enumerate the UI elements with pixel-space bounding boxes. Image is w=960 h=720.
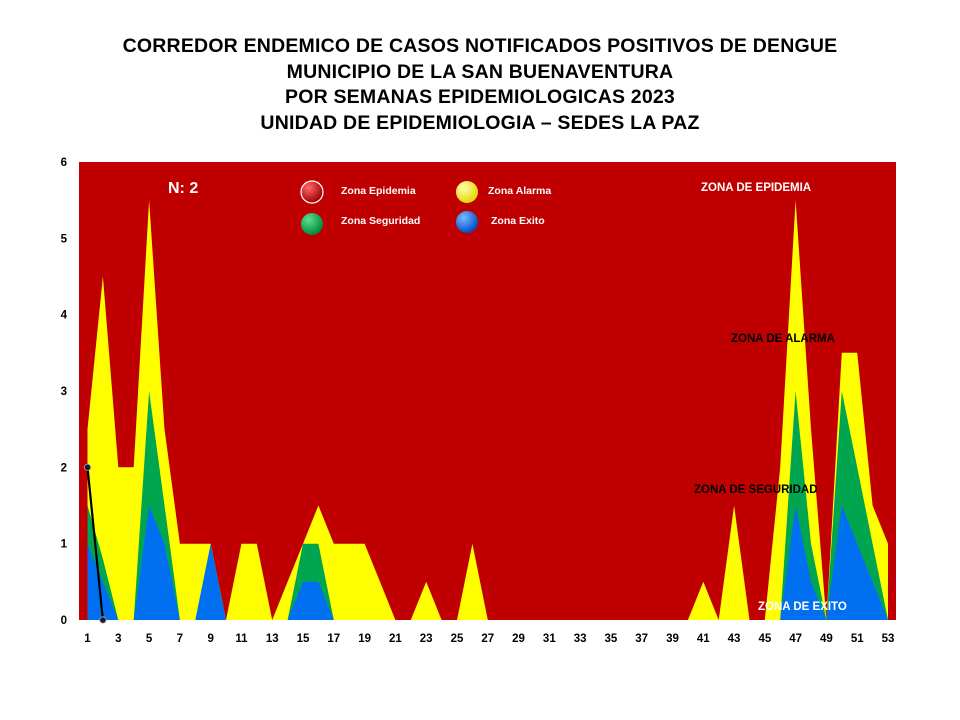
x-tick-label: 41 [697, 633, 710, 645]
zona-epidemia-area [79, 162, 896, 620]
y-tick-label: 1 [61, 539, 68, 551]
y-tick-label: 5 [61, 233, 68, 245]
x-tick-label: 19 [358, 633, 371, 645]
chart-title: CORREDOR ENDEMICO DE CASOS NOTIFICADOS P… [0, 34, 960, 136]
x-tick-label: 5 [146, 633, 153, 645]
x-tick-label: 45 [758, 633, 771, 645]
legend-seguridad-label: Zona Seguridad [341, 215, 420, 227]
x-tick-label: 17 [327, 633, 340, 645]
x-tick-label: 33 [574, 633, 587, 645]
x-tick-label: 9 [207, 633, 213, 645]
y-tick-label: 6 [61, 157, 67, 169]
casos-line [86, 467, 104, 621]
title-line-2: MUNICIPIO DE LA SAN BUENAVENTURA [286, 60, 674, 83]
legend-seguridad-icon [301, 213, 323, 235]
x-tick-label: 15 [297, 633, 310, 645]
x-tick-label: 51 [851, 633, 864, 645]
legend-alarma-icon [456, 181, 478, 203]
x-tick-label: 1 [84, 633, 91, 645]
x-tick-label: 47 [789, 633, 802, 645]
x-tick-label: 35 [605, 633, 618, 645]
x-tick-label: 23 [420, 633, 433, 645]
x-tick-label: 49 [820, 633, 833, 645]
x-tick-label: 11 [235, 633, 248, 645]
y-tick-label: 0 [61, 615, 67, 627]
x-tick-label: 27 [481, 633, 494, 645]
x-tick-label: 3 [115, 633, 121, 645]
zona-epidemia-label: ZONA DE EPIDEMIA [701, 182, 811, 194]
x-tick-label: 29 [512, 633, 525, 645]
x-tick-label: 53 [882, 633, 895, 645]
y-tick-label: 4 [61, 310, 68, 322]
x-tick-label: 7 [177, 633, 183, 645]
x-tick-label: 43 [728, 633, 741, 645]
y-tick-label: 3 [61, 386, 67, 398]
zona-seguridad-label: ZONA DE SEGURIDAD [694, 484, 818, 496]
legend-epidemia-label: Zona Epidemia [341, 185, 416, 197]
x-tick-label: 25 [451, 633, 464, 645]
casos-point [99, 616, 107, 624]
x-tick-label: 39 [666, 633, 679, 645]
n-annotation: N: 2 [168, 180, 198, 197]
x-tick-label: 37 [635, 633, 648, 645]
x-tick-label: 31 [543, 633, 556, 645]
title-line-1: CORREDOR ENDEMICO DE CASOS NOTIFICADOS P… [122, 35, 838, 57]
legend-epidemia-icon [300, 180, 324, 204]
x-tick-label: 13 [266, 633, 279, 645]
title-line-3: POR SEMANAS EPIDEMIOLOGICAS 2023 [285, 86, 675, 108]
casos-point [83, 463, 92, 471]
legend-exito-label: Zona Exito [491, 215, 545, 227]
y-tick-label: 2 [61, 462, 67, 474]
legend-alarma-label: Zona Alarma [488, 185, 551, 197]
zona-exito-label: ZONA DE EXITO [758, 601, 847, 613]
zona-alarma-label: ZONA DE ALARMA [731, 333, 835, 345]
title-line-4: UNIDAD DE EPIDEMIOLOGIA – SEDES LA PAZ [260, 111, 700, 134]
zona-exito-area [87, 505, 888, 620]
x-tick-label: 21 [389, 633, 402, 645]
legend-exito-icon [456, 211, 478, 233]
